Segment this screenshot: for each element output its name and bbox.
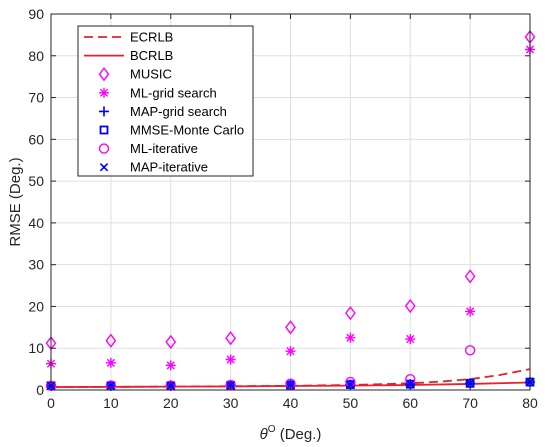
legend-label: MAP-grid search [130,104,227,119]
legend-label: BCRLB [130,48,173,63]
data-point [405,334,416,345]
x-tick-label: 20 [163,395,179,411]
data-point [464,269,476,284]
data-point [406,379,415,389]
data-point [225,354,236,365]
legend-item: ML-iterative [98,141,198,156]
legend-marker [98,67,110,82]
y-tick-label: 70 [28,90,44,106]
data-point [404,298,416,314]
legend-marker [99,106,109,117]
x-tick-label: 40 [283,395,299,411]
data-point [465,306,476,317]
legend-marker [99,163,109,172]
legend-item: ML-grid search [99,85,217,100]
data-point [465,379,475,388]
x-axis-label-symbol: θ [260,426,268,443]
legend-label: ML-iterative [130,141,198,156]
legend-item: MMSE-Monte Carlo [99,123,244,138]
legend-item: ECRLB [84,30,173,45]
legend-box [77,25,254,177]
data-point [285,346,296,357]
legend-label: MMSE-Monte Carlo [130,123,244,138]
x-axis-label-superscript: O [268,424,276,435]
grid-lines [50,13,531,391]
legend-item: MUSIC [98,67,172,82]
data-point [345,332,356,343]
data-point [225,331,236,346]
data-point [165,360,176,371]
legend-item: MAP-iterative [99,160,208,175]
x-axis-label-unit: (Deg.) [276,426,322,443]
legend-item: MAP-grid search [99,104,227,119]
data-point [286,380,295,390]
y-tick-label: 60 [28,131,44,147]
y-tick-label: 80 [28,48,44,64]
x-tick-label: 10 [103,395,119,411]
x-tick-label: 80 [522,395,538,411]
legend-marker [98,143,110,154]
x-tick-label: 50 [343,395,359,411]
data-point [345,305,356,321]
legend-marker [99,87,109,98]
y-tick-label: 40 [28,215,44,231]
legend: ECRLB BCRLB MUSIC ML-grid search MAP-grid se… [77,25,254,177]
x-tick-label: 30 [223,395,239,411]
x-axis-label: θO (Deg.) [260,424,322,443]
x-tick-label: 70 [462,395,478,411]
legend-label: ML-grid search [130,85,217,100]
data-point [105,357,116,368]
y-tick-label: 0 [36,382,44,398]
y-axis-label: RMSE (Deg.) [7,157,24,246]
data-point [165,334,177,350]
y-tick-label: 20 [28,298,44,314]
series-music [45,29,536,351]
axis-ticks: 0 10 20 30 40 50 60 70 80 0 10 20 30 40 50 60 70 80 90 [28,6,538,411]
x-tick-label: 0 [47,395,55,411]
data-point [105,333,117,348]
legend-marker [99,125,109,135]
data-point [346,380,355,389]
y-tick-label: 90 [28,6,44,22]
data-point [464,345,476,356]
legend-label: ECRLB [130,30,173,45]
y-tick-label: 30 [28,257,44,273]
y-tick-label: 50 [28,173,44,189]
y-tick-label: 10 [28,340,44,356]
x-tick-label: 60 [402,395,418,411]
legend-label: MUSIC [130,67,172,82]
legend-label: MAP-iterative [130,160,208,175]
legend-item: BCRLB [84,48,173,63]
data-point [285,320,296,335]
